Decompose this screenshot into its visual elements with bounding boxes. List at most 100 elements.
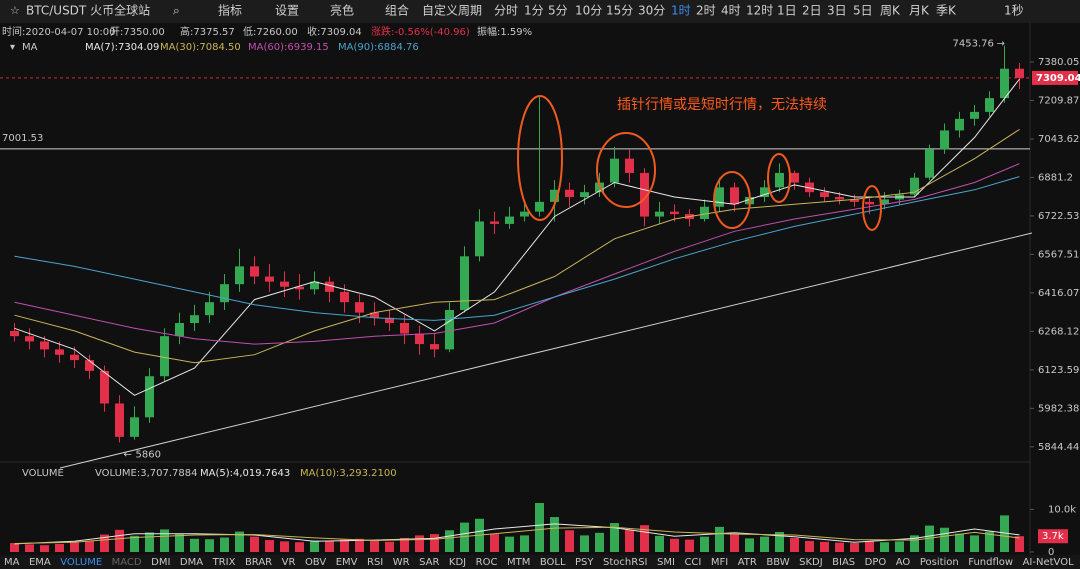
tool[interactable]: 设置: [275, 4, 299, 18]
ellipse: [596, 132, 656, 208]
volume-bar: [175, 534, 184, 552]
indicator-tab[interactable]: PSY: [575, 557, 594, 568]
candle-body: [505, 216, 514, 224]
candle-body: [55, 349, 64, 355]
candle-body: [880, 199, 889, 205]
candle-body: [610, 158, 619, 183]
indicator-tab[interactable]: MACD: [112, 557, 142, 568]
indicator-tab[interactable]: MFI: [711, 557, 728, 568]
indicator-tab[interactable]: ROC: [476, 557, 498, 568]
indicator-tab[interactable]: Position: [920, 557, 959, 568]
candle-body: [10, 330, 19, 337]
volume-bar: [715, 526, 724, 552]
period[interactable]: 1时: [671, 4, 691, 18]
indicator-tab[interactable]: OBV: [305, 557, 326, 568]
period[interactable]: 季K: [936, 4, 957, 18]
candle-body: [400, 323, 409, 334]
indicator-tab[interactable]: BIAS: [832, 557, 855, 568]
y-tick-label: 7380.05: [1038, 57, 1079, 68]
indicator-tab[interactable]: MTM: [507, 557, 530, 568]
indicator-tab[interactable]: SKDJ: [799, 557, 823, 568]
period[interactable]: 10分: [575, 4, 602, 18]
indicator-tab[interactable]: SMI: [657, 557, 675, 568]
candle-body: [910, 177, 919, 195]
period[interactable]: 1分: [524, 4, 544, 18]
indicator-tab[interactable]: BRAR: [245, 557, 272, 568]
period[interactable]: 月K: [909, 4, 930, 18]
candle-body: [250, 266, 259, 277]
indicator-tab[interactable]: MA: [4, 557, 20, 568]
indicator-tab[interactable]: EMA: [29, 557, 51, 568]
candle-body: [310, 281, 319, 290]
indicator-tab[interactable]: EMV: [336, 557, 358, 568]
period[interactable]: 周K: [880, 4, 901, 18]
candle-body: [340, 291, 349, 303]
indicator-tab[interactable]: TRIX: [212, 557, 236, 568]
period[interactable]: 5分: [548, 4, 568, 18]
indicator-tab[interactable]: VR: [282, 557, 296, 568]
period[interactable]: 2时: [696, 4, 716, 18]
volume-bar: [265, 540, 274, 552]
candle-body: [295, 286, 304, 290]
candle-body: [835, 197, 844, 200]
indicator-tab[interactable]: VOLUME: [60, 557, 102, 568]
candle-body: [445, 309, 454, 350]
volume-bar: [145, 532, 154, 552]
candle-body: [40, 341, 49, 350]
period[interactable]: 30分: [638, 4, 665, 18]
volume-bar: [310, 540, 319, 552]
volume-bar: [280, 541, 289, 552]
ma-legend: MA(7):7304.09 MA(30):7084.50 MA(60):6939.1…: [85, 42, 419, 53]
periods: 分时 1分 5分 10分 15分 30分 1时 2时 4时 12时 1日 2日 3日 5日 周K 月K 季K: [494, 4, 957, 18]
seconds[interactable]: 1秒: [1004, 4, 1024, 18]
period[interactable]: 12时: [746, 4, 773, 18]
tool[interactable]: 组合: [385, 3, 409, 18]
period[interactable]: 2日: [802, 4, 822, 18]
ma-line: [14, 176, 1020, 321]
candle-body: [430, 344, 439, 350]
indicator-tab[interactable]: WR: [393, 557, 410, 568]
period[interactable]: 1日: [777, 4, 797, 18]
search-icon[interactable]: ⌕: [173, 4, 180, 18]
horizontal-line-label: 7001.53: [2, 133, 43, 144]
period[interactable]: 4时: [721, 4, 741, 18]
candle-body: [85, 360, 94, 371]
indicator-tab[interactable]: StochRSI: [603, 557, 647, 568]
indicator-tab[interactable]: Fundflow: [968, 557, 1013, 568]
info-item: 低:7260.00: [243, 25, 298, 38]
candle-body: [25, 336, 34, 342]
period[interactable]: 分时: [494, 4, 518, 18]
period[interactable]: 5日: [853, 4, 873, 18]
ma-line: [14, 526, 1020, 544]
indicator-tab[interactable]: DMA: [180, 557, 203, 568]
candle-body: [955, 118, 964, 131]
star-icon[interactable]: ☆: [10, 4, 20, 17]
indicator-tab[interactable]: KDJ: [449, 557, 466, 568]
indicator-tab[interactable]: AI-NetVOL: [1023, 557, 1074, 568]
indicator-tab[interactable]: SAR: [419, 557, 439, 568]
tool[interactable]: 亮色: [330, 3, 354, 18]
candle-body: [520, 211, 529, 217]
y-tick-label: 6567.51: [1038, 249, 1079, 260]
indicator-tab[interactable]: ATR: [738, 557, 757, 568]
period[interactable]: 3日: [827, 4, 847, 18]
volume-bar: [445, 530, 454, 552]
volume-bar: [895, 541, 904, 552]
indicator-tab[interactable]: CCI: [684, 557, 701, 568]
ellipse: [713, 171, 751, 229]
toolbar: [0, 0, 1080, 23]
candle-body: [490, 221, 499, 224]
period[interactable]: 15分: [606, 4, 633, 18]
custom-period[interactable]: 自定义周期: [422, 3, 482, 18]
tool[interactable]: 指标: [218, 3, 242, 18]
indicator-tab[interactable]: BBW: [766, 557, 789, 568]
indicator-tab[interactable]: DMI: [151, 557, 170, 568]
symbol[interactable]: BTC/USDT 火币全球站: [26, 3, 150, 18]
indicator-tab[interactable]: AO: [896, 557, 911, 568]
indicator-tab[interactable]: RSI: [367, 557, 383, 568]
indicator-tab[interactable]: BOLL: [540, 557, 566, 568]
ellipse: [517, 95, 563, 221]
volume-bar: [655, 535, 664, 552]
indicator-tab[interactable]: DPO: [865, 557, 887, 568]
volume-bar: [370, 540, 379, 552]
